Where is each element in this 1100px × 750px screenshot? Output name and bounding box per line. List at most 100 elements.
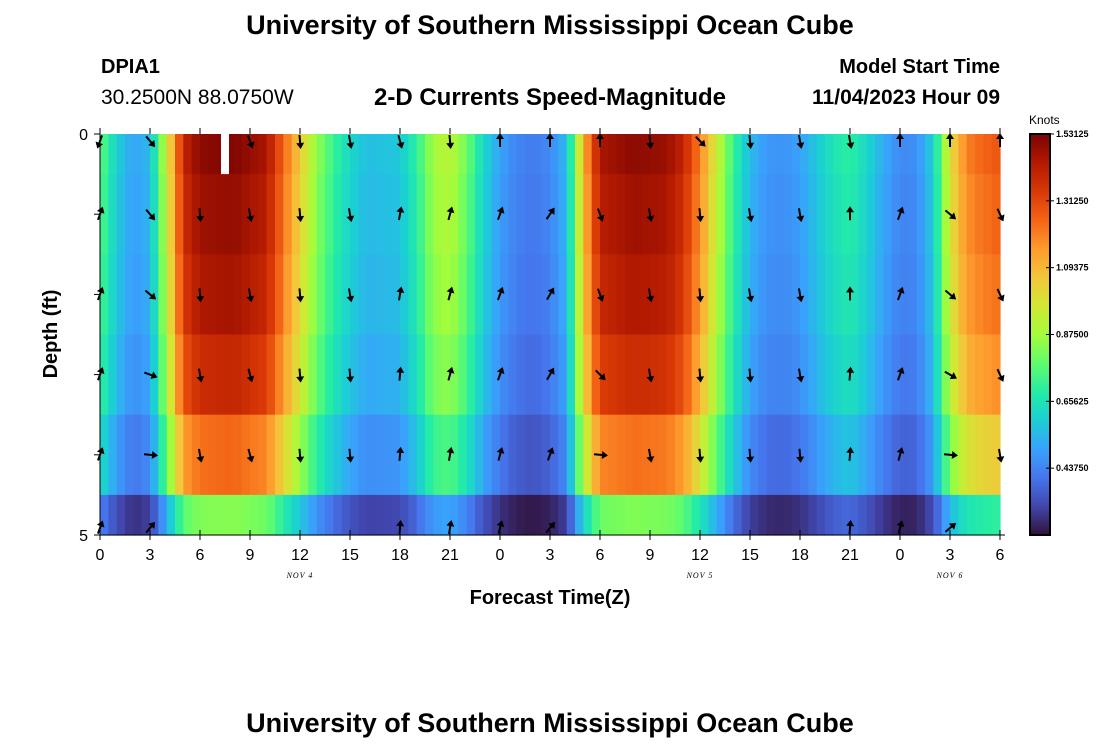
heatmap-cell	[483, 134, 493, 175]
heatmap-cell	[966, 414, 976, 496]
arrow-head	[948, 292, 957, 300]
current-arrow	[896, 206, 905, 221]
heatmap-cell	[575, 174, 584, 255]
heatmap-cell	[700, 174, 709, 255]
heatmap-cell	[933, 414, 943, 496]
arrow-head	[196, 215, 205, 223]
model-start-label: Model Start Time	[839, 56, 1000, 78]
heatmap-cell	[100, 174, 109, 255]
heatmap-cell	[508, 494, 518, 536]
arrow-head	[546, 133, 554, 139]
arrow-head	[696, 456, 705, 463]
current-arrow	[996, 133, 1004, 147]
arrow-head	[646, 375, 655, 383]
heatmap-cell	[366, 134, 376, 175]
current-arrow	[696, 368, 705, 383]
heatmap-cell	[866, 134, 876, 175]
heatmap-cell	[816, 334, 826, 416]
heatmap-cell	[550, 254, 559, 336]
heatmap-cell	[200, 254, 209, 336]
heatmap-cell	[416, 254, 426, 336]
heatmap-cell	[408, 174, 418, 255]
heatmap-cell	[916, 174, 926, 255]
heatmap-cell	[391, 414, 401, 496]
heatmap-cell	[533, 254, 543, 336]
heatmap-cell	[300, 134, 309, 175]
heatmap-cell	[291, 174, 301, 255]
heatmap-cell	[225, 334, 234, 416]
x-tick-label: 6	[596, 547, 605, 564]
plot-heading: 2-D Currents Speed-Magnitude	[373, 84, 727, 111]
heatmap-cell	[475, 174, 484, 255]
heatmap-cell	[125, 254, 134, 336]
current-arrow	[246, 135, 255, 149]
heatmap-cell	[633, 334, 643, 416]
heatmap-cell	[691, 414, 701, 496]
heatmap-cell	[650, 134, 659, 175]
current-arrow	[944, 370, 957, 380]
heatmap-cell	[850, 174, 859, 255]
x-tick-label: 0	[896, 547, 905, 564]
heatmap-cell	[466, 334, 476, 416]
heatmap-cell	[216, 414, 226, 496]
heatmap-cell	[275, 174, 284, 255]
heatmap-cell	[216, 334, 226, 416]
heatmap-cell	[766, 174, 776, 255]
heatmap-cell	[258, 334, 268, 416]
heatmap-cell	[958, 254, 968, 336]
current-arrow	[496, 133, 504, 147]
arrow-head	[951, 450, 958, 459]
heatmap-cell	[691, 254, 701, 336]
heatmap-cell	[741, 334, 751, 416]
heatmap-cell	[350, 254, 359, 336]
heatmap-cell	[441, 174, 451, 255]
current-arrow	[396, 286, 405, 301]
heatmap-cell	[325, 174, 334, 255]
arrow-head	[547, 287, 555, 295]
heatmap-cell	[566, 334, 576, 416]
heatmap-cell	[883, 254, 893, 336]
heatmap-cell	[833, 134, 843, 175]
heatmap-cell	[325, 134, 334, 175]
current-arrow	[796, 134, 805, 149]
heatmap-cell	[508, 334, 518, 416]
heatmap-cell	[650, 254, 659, 336]
arrow-head	[446, 446, 455, 454]
heatmap-cell	[975, 254, 984, 336]
heatmap-cell	[733, 494, 743, 536]
heatmap-cell	[266, 134, 276, 175]
heatmap-cell	[308, 494, 318, 536]
heatmap-cell	[908, 414, 918, 496]
heatmap-cell	[308, 414, 318, 496]
arrow-head	[698, 139, 706, 147]
heatmap-cell	[816, 494, 826, 536]
current-arrow	[545, 521, 556, 534]
heatmap-cell	[141, 174, 151, 255]
arrow-head	[646, 456, 655, 463]
heatmap-cell	[516, 134, 526, 175]
current-arrow	[546, 287, 555, 301]
heatmap-cell	[383, 134, 393, 175]
heatmap-cell	[241, 174, 251, 255]
heatmap-cell	[183, 334, 193, 416]
heatmap-cell	[183, 174, 193, 255]
heatmap-cell	[683, 174, 693, 255]
heatmap-cell	[758, 334, 768, 416]
heatmap-cell	[225, 254, 234, 336]
current-arrow	[646, 288, 655, 303]
heatmap-cell	[958, 414, 968, 496]
heatmap-cell	[391, 174, 401, 255]
x-tick-label: 21	[841, 547, 859, 564]
heatmap-cell	[491, 254, 501, 336]
heatmap-cell	[750, 174, 759, 255]
heatmap-cell	[866, 254, 876, 336]
heatmap-cell	[533, 134, 543, 175]
heatmap-cell	[408, 134, 418, 175]
heatmap-cell	[516, 494, 526, 536]
heatmap-cell	[550, 494, 559, 536]
heatmap-cell	[791, 174, 801, 255]
heatmap-cell	[158, 334, 168, 416]
arrow-head	[598, 373, 606, 381]
model-start-value: 11/04/2023 Hour 09	[812, 86, 1000, 109]
main-title: University of Southern Mississippi Ocean…	[246, 10, 854, 40]
